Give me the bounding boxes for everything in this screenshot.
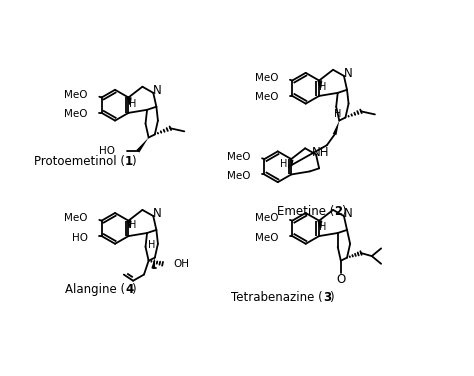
Text: MeO: MeO xyxy=(255,73,278,83)
Text: Emetine (: Emetine ( xyxy=(277,205,334,218)
Polygon shape xyxy=(136,138,149,153)
Text: ): ) xyxy=(329,291,334,304)
Polygon shape xyxy=(291,160,293,167)
Text: N: N xyxy=(153,207,162,220)
Text: HO: HO xyxy=(99,146,115,156)
Text: N: N xyxy=(153,84,162,97)
Text: 1: 1 xyxy=(125,155,133,168)
Text: H: H xyxy=(334,109,341,120)
Text: Tetrabenazine (: Tetrabenazine ( xyxy=(231,291,323,304)
Text: 3: 3 xyxy=(323,291,331,304)
Text: ): ) xyxy=(131,284,136,297)
Text: 4: 4 xyxy=(125,284,133,297)
Text: ): ) xyxy=(341,205,345,218)
Text: MeO: MeO xyxy=(255,92,278,103)
Text: MeO: MeO xyxy=(255,213,278,223)
Text: H: H xyxy=(148,240,155,250)
Text: MeO: MeO xyxy=(227,171,250,181)
Polygon shape xyxy=(333,121,339,135)
Text: H,: H, xyxy=(280,159,291,170)
Text: H: H xyxy=(319,82,327,92)
Text: N: N xyxy=(344,67,352,80)
Text: ): ) xyxy=(131,155,136,168)
Text: H: H xyxy=(128,220,136,229)
Text: MeO: MeO xyxy=(64,109,88,120)
Text: O: O xyxy=(336,273,346,286)
Text: MeO: MeO xyxy=(227,152,250,162)
Text: N: N xyxy=(344,207,352,220)
Polygon shape xyxy=(151,258,155,269)
Text: HO: HO xyxy=(72,233,88,243)
Text: MeO: MeO xyxy=(255,233,278,243)
Text: OH: OH xyxy=(173,259,190,269)
Text: Protoemetinol (: Protoemetinol ( xyxy=(34,155,125,168)
Text: 2: 2 xyxy=(334,205,343,218)
Text: H: H xyxy=(128,99,136,109)
Text: H: H xyxy=(319,222,327,232)
Text: MeO: MeO xyxy=(64,90,88,100)
Text: MeO: MeO xyxy=(64,213,88,223)
Text: NH: NH xyxy=(312,146,329,159)
Text: Alangine (: Alangine ( xyxy=(65,284,125,297)
